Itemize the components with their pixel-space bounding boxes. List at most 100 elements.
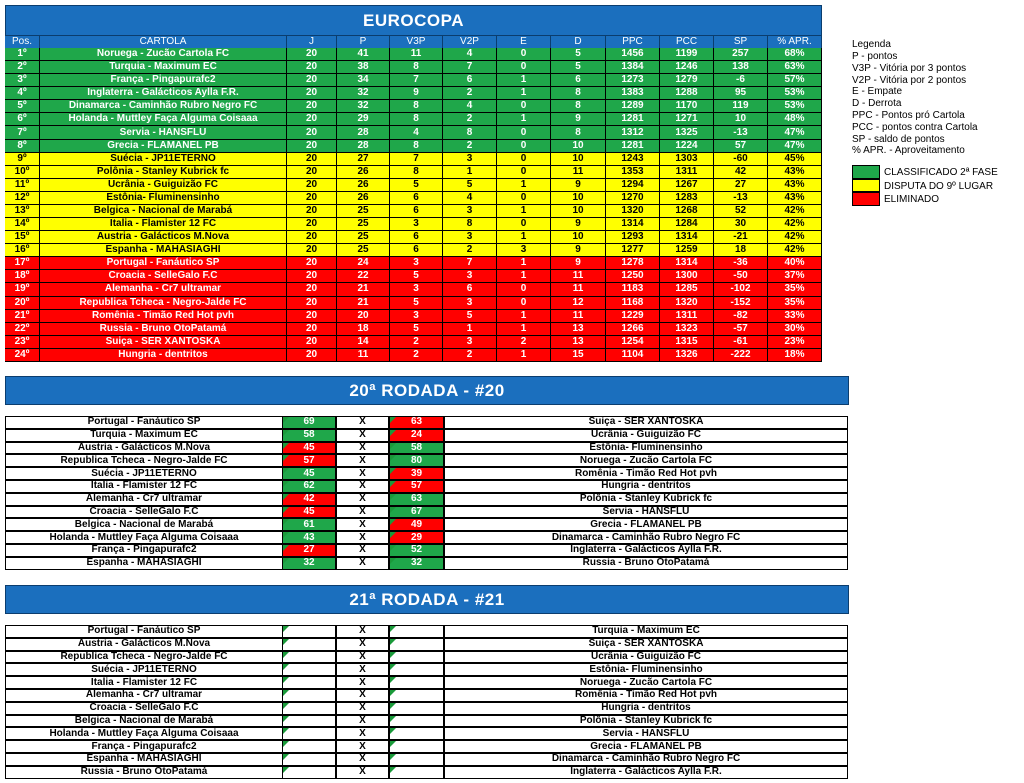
stat-cell: 28 bbox=[337, 139, 390, 153]
stat-cell: 10 bbox=[714, 113, 768, 127]
stat-cell: 1283 bbox=[660, 191, 714, 205]
stat-cell: 41 bbox=[337, 48, 390, 62]
stat-cell: 20 bbox=[287, 113, 337, 127]
home-score: 62 bbox=[282, 480, 336, 493]
versus: X bbox=[336, 556, 389, 570]
column-header: P bbox=[337, 36, 390, 48]
cell-indicator bbox=[390, 754, 396, 760]
stat-cell: 1246 bbox=[660, 61, 714, 75]
stat-cell: 1353 bbox=[606, 165, 660, 179]
cell-indicator bbox=[390, 455, 396, 462]
team-name: Belgica - Nacional de Marabá bbox=[40, 204, 287, 219]
home-score: 42 bbox=[282, 492, 336, 506]
away-score bbox=[389, 753, 444, 766]
away-team: Turquia - Maximum EC bbox=[444, 625, 848, 638]
stat-cell: 20 bbox=[287, 335, 337, 349]
home-score bbox=[282, 727, 336, 741]
home-team: Holanda - Muttley Faça Alguma Coisaaa bbox=[5, 531, 283, 544]
versus: X bbox=[336, 637, 389, 651]
versus: X bbox=[336, 701, 389, 715]
stat-cell: 18º bbox=[5, 270, 40, 284]
stat-cell: -57 bbox=[714, 322, 768, 336]
stat-cell: 13º bbox=[5, 204, 40, 219]
legend-zone-label: DISPUTA DO 9º LUGAR bbox=[884, 180, 994, 192]
cell-indicator bbox=[390, 728, 396, 735]
stat-cell: 18 bbox=[337, 322, 390, 336]
cell-indicator bbox=[283, 519, 289, 526]
team-name: Republica Tcheca - Negro-Jalde FC bbox=[40, 296, 287, 310]
cell-indicator bbox=[283, 766, 289, 773]
stat-cell: 2 bbox=[443, 87, 497, 101]
stat-cell: 0 bbox=[497, 296, 551, 310]
cell-indicator bbox=[390, 519, 396, 526]
stat-cell: 42% bbox=[768, 231, 822, 245]
stat-cell: 1288 bbox=[660, 87, 714, 101]
away-team: Servia - HANSFLU bbox=[444, 727, 848, 741]
stat-cell: 20 bbox=[287, 257, 337, 271]
away-score: 80 bbox=[389, 454, 444, 468]
stat-cell: 20 bbox=[287, 61, 337, 75]
stat-cell: 21º bbox=[5, 309, 40, 323]
team-name: Espanha - MAHASIAGHI bbox=[40, 244, 287, 258]
cell-indicator bbox=[390, 532, 396, 539]
column-header: V2P bbox=[443, 36, 497, 48]
stat-cell: 45% bbox=[768, 152, 822, 166]
stat-cell: 23º bbox=[5, 335, 40, 349]
stat-cell: 20 bbox=[287, 139, 337, 153]
cell-indicator bbox=[390, 677, 396, 684]
stat-cell: 1273 bbox=[606, 74, 660, 88]
stat-cell: 2 bbox=[497, 335, 551, 349]
stat-cell: 1 bbox=[443, 322, 497, 336]
stat-cell: 1 bbox=[497, 257, 551, 271]
cell-indicator bbox=[390, 468, 396, 475]
stat-cell: 6 bbox=[443, 74, 497, 88]
stat-cell: -13 bbox=[714, 126, 768, 140]
stat-cell: 20 bbox=[287, 348, 337, 362]
cell-indicator bbox=[283, 493, 289, 500]
away-score bbox=[389, 625, 444, 638]
home-team: Espanha - MAHASIAGHI bbox=[5, 753, 283, 766]
stat-cell: 7 bbox=[443, 257, 497, 271]
stat-cell: 20 bbox=[287, 48, 337, 62]
away-team: Polônia - Stanley Kubrick fc bbox=[444, 492, 848, 506]
stat-cell: 20 bbox=[287, 191, 337, 205]
column-header: PPC bbox=[606, 36, 660, 48]
away-score bbox=[389, 637, 444, 651]
stat-cell: -60 bbox=[714, 152, 768, 166]
cell-indicator bbox=[283, 741, 289, 748]
cell-indicator bbox=[283, 455, 289, 462]
stat-cell: 5 bbox=[443, 309, 497, 323]
stat-cell: 5 bbox=[390, 296, 443, 310]
stat-cell: 95 bbox=[714, 87, 768, 101]
stat-cell: 3 bbox=[443, 231, 497, 245]
away-team: Ucrânia - Guiguizão FC bbox=[444, 428, 848, 442]
stat-cell: 257 bbox=[714, 48, 768, 62]
stat-cell: 7 bbox=[390, 74, 443, 88]
stat-cell: 1383 bbox=[606, 87, 660, 101]
stat-cell: 1314 bbox=[660, 231, 714, 245]
away-team: Suiça - SER XANTOSKA bbox=[444, 637, 848, 651]
home-team: Croacia - SelleGalo F.C bbox=[5, 701, 283, 715]
home-team: Belgica - Nacional de Marabá bbox=[5, 518, 283, 532]
column-header: V3P bbox=[390, 36, 443, 48]
away-score: 49 bbox=[389, 518, 444, 532]
home-score bbox=[282, 740, 336, 753]
cell-indicator bbox=[283, 468, 289, 475]
versus: X bbox=[336, 753, 389, 766]
stat-cell: 26 bbox=[337, 165, 390, 179]
home-team: Suécia - JP11ETERNO bbox=[5, 467, 283, 480]
cell-indicator bbox=[283, 638, 289, 645]
cell-indicator bbox=[283, 417, 289, 423]
stat-cell: 4 bbox=[443, 48, 497, 62]
stat-cell: 3 bbox=[390, 283, 443, 297]
home-score bbox=[282, 650, 336, 664]
stat-cell: 20 bbox=[287, 204, 337, 219]
legend-swatch bbox=[852, 165, 880, 179]
cell-indicator bbox=[390, 651, 396, 658]
away-score: 29 bbox=[389, 531, 444, 544]
stat-cell: 3 bbox=[443, 152, 497, 166]
stat-cell: 1303 bbox=[660, 152, 714, 166]
column-header: Pos. bbox=[5, 36, 40, 48]
round-title: 20ª RODADA - #20 bbox=[5, 376, 849, 405]
stat-cell: 6 bbox=[443, 283, 497, 297]
